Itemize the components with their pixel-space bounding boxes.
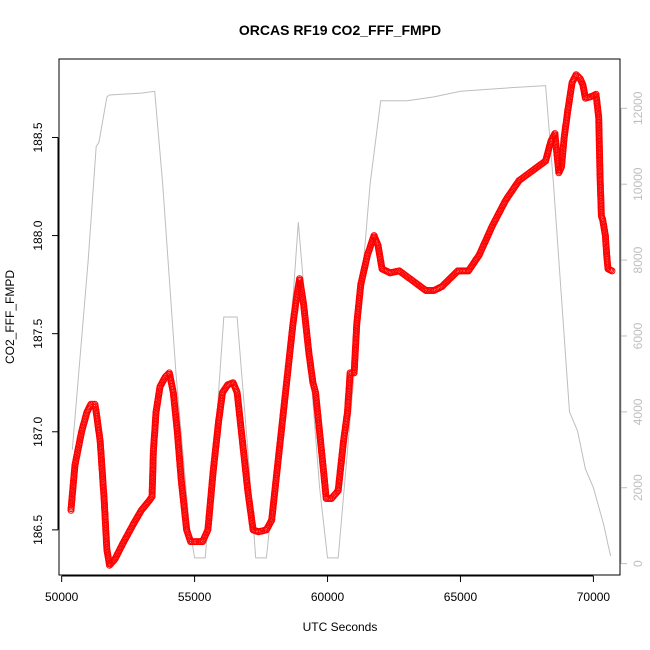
y2-tick-label: 2000 [631,474,645,501]
chart-title: ORCAS RF19 CO2_FFF_FMPD [239,22,441,38]
y-axis-left: 186.5 187.0 187.5 188.0 188.5 [31,122,59,545]
y-tick-label: 187.0 [31,416,45,446]
x-tick-label: 50000 [45,590,79,604]
y-tick-label: 186.5 [31,515,45,545]
x-axis-label: UTC Seconds [303,620,378,634]
x-tick-label: 60000 [311,590,345,604]
y2-tick-label: 12000 [631,91,645,125]
y2-tick-label: 10000 [631,167,645,201]
x-axis: 50000 55000 60000 65000 70000 [45,575,611,604]
x-tick-label: 65000 [444,590,478,604]
y-tick-label: 188.0 [31,220,45,250]
y2-tick-label: 0 [631,560,645,567]
plot-frame [58,58,621,576]
y2-tick-label: 4000 [631,398,645,425]
co2-point [608,267,616,275]
x-tick-label: 70000 [577,590,611,604]
x-tick-label: 55000 [178,590,212,604]
y-tick-label: 187.5 [31,318,45,348]
co2-series [67,71,616,569]
y2-tick-label: 8000 [631,246,645,273]
y2-tick-label: 6000 [631,322,645,349]
y-axis-right: 0 2000 4000 6000 8000 10000 12000 [620,91,645,567]
y-axis-label: CO2_FFF_FMPD [3,270,17,364]
y-tick-label: 188.5 [31,122,45,152]
